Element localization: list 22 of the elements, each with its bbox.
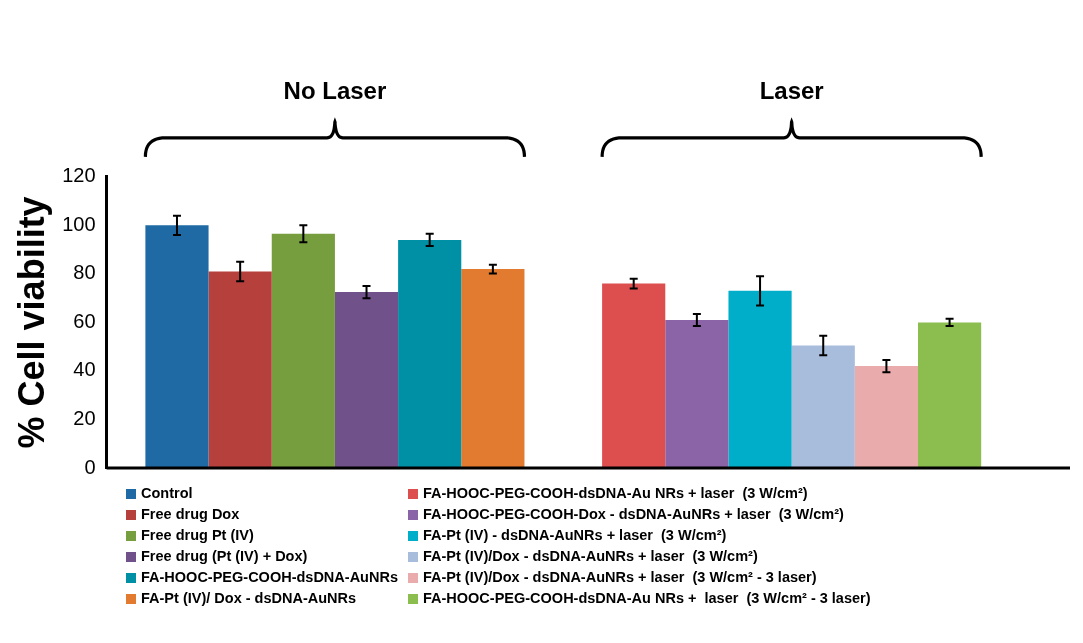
legend-label: Control xyxy=(141,484,193,503)
legend-label: FA-HOOC-PEG-COOH-dsDNA-AuNRs xyxy=(141,568,398,587)
y-tick-label: 0 xyxy=(84,455,96,478)
y-tick-label: 60 xyxy=(73,309,96,332)
legend-label: FA-Pt (IV)/ Dox - dsDNA-AuNRs xyxy=(141,589,357,608)
y-tick-label: 20 xyxy=(73,406,96,429)
legend-label: Free drug (Pt (IV) + Dox) xyxy=(141,547,308,566)
legend-label: FA-Pt (IV) - dsDNA-AuNRs + laser (3 W/cm²) xyxy=(422,526,727,545)
y-tick-label: 120 xyxy=(62,164,96,187)
legend-label: FA-Pt (IV)/Dox - dsDNA-AuNRs + laser (3 W/cm² - 3 laser) xyxy=(422,568,817,587)
legend-label: FA-HOOC-PEG-COOH-dsDNA-Au NRs + laser (3 W/cm²) xyxy=(422,484,808,503)
legend-label: FA-Pt (IV)/Dox - dsDNA-AuNRs + laser (3 W/cm²) xyxy=(422,547,758,566)
legend-label: FA-HOOC-PEG-COOH-dsDNA-Au NRs + laser (3 W/cm² - 3 laser) xyxy=(422,589,871,608)
legend-label: Free drug Pt (IV) xyxy=(141,526,254,545)
legend-label: Free drug Dox xyxy=(141,505,240,524)
legend-label: FA-HOOC-PEG-COOH-Dox - dsDNA-AuNRs + laser (3 W/cm²) xyxy=(422,505,844,524)
y-tick-label: 100 xyxy=(62,212,96,235)
x-tick-label: Laser xyxy=(759,77,824,105)
y-axis-title: % Cell viability xyxy=(10,196,52,449)
x-tick-label: No Laser xyxy=(283,77,387,105)
y-tick-label: 80 xyxy=(73,261,96,284)
y-tick-label: 40 xyxy=(73,358,96,381)
